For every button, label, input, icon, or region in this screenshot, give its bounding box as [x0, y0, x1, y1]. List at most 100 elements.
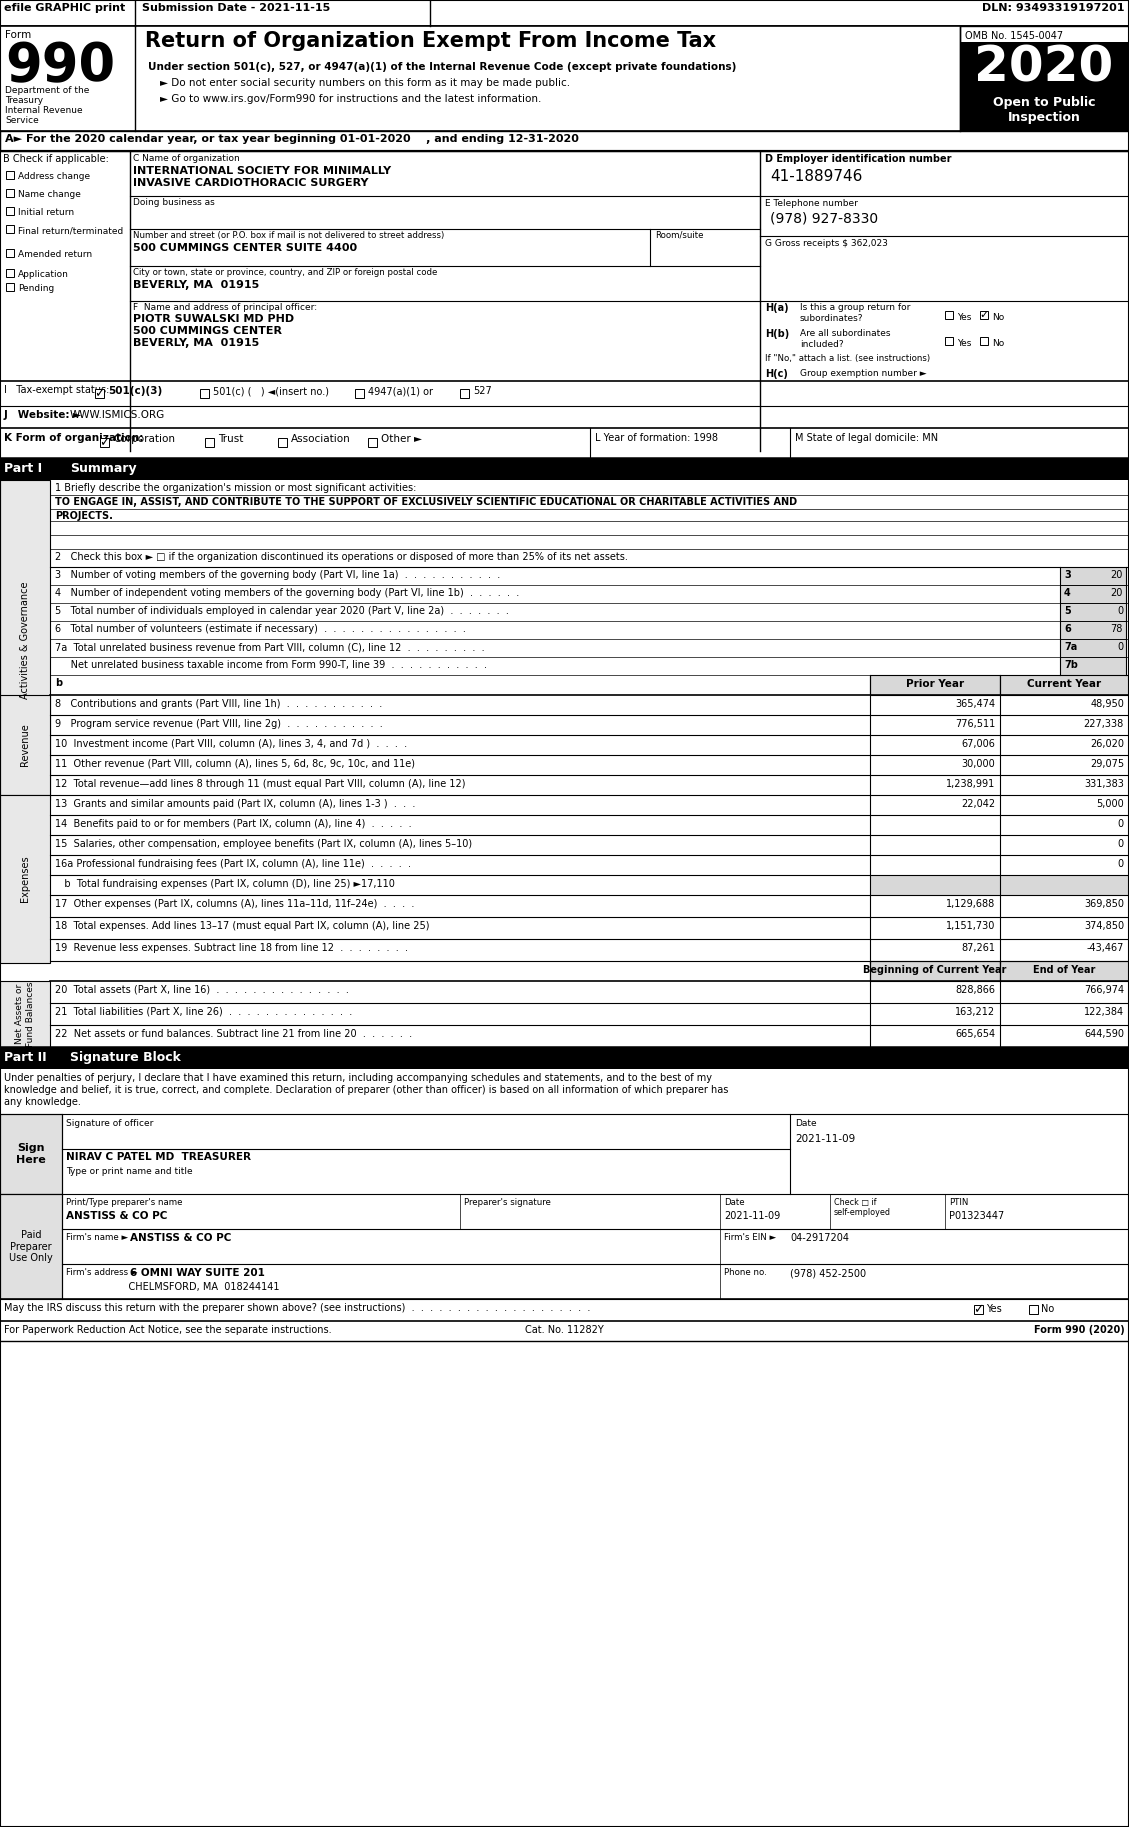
- Bar: [278, 438, 287, 448]
- Text: C Name of organization: C Name of organization: [133, 153, 239, 163]
- Text: Yes: Yes: [986, 1304, 1001, 1314]
- Text: 29,075: 29,075: [1089, 758, 1124, 769]
- Text: 13  Grants and similar amounts paid (Part IX, column (A), lines 1-3 )  .  .  .: 13 Grants and similar amounts paid (Part…: [55, 798, 415, 809]
- Text: 30,000: 30,000: [961, 758, 995, 769]
- Text: Pending: Pending: [18, 283, 54, 292]
- Text: 4: 4: [1064, 588, 1070, 597]
- Text: Corporation: Corporation: [113, 435, 175, 444]
- Text: Department of the: Department of the: [5, 86, 89, 95]
- Text: H(a): H(a): [765, 303, 789, 312]
- Bar: [0, 481, 50, 800]
- Bar: [100, 438, 110, 448]
- Text: End of Year: End of Year: [1033, 965, 1095, 976]
- Text: included?: included?: [800, 340, 843, 349]
- Text: 5,000: 5,000: [1096, 798, 1124, 809]
- Text: 665,654: 665,654: [955, 1029, 995, 1040]
- Text: Sign
Here: Sign Here: [16, 1144, 46, 1166]
- Text: 16a Professional fundraising fees (Part IX, column (A), line 11e)  .  .  .  .  .: 16a Professional fundraising fees (Part …: [55, 859, 411, 870]
- Bar: [1060, 603, 1126, 621]
- Text: INTERNATIONAL SOCIETY FOR MINIMALLY: INTERNATIONAL SOCIETY FOR MINIMALLY: [133, 166, 391, 175]
- Text: 3   Number of voting members of the governing body (Part VI, line 1a)  .  .  .  : 3 Number of voting members of the govern…: [55, 570, 500, 579]
- Text: 0: 0: [1118, 839, 1124, 850]
- Text: 0: 0: [1117, 607, 1123, 616]
- Bar: [1060, 585, 1126, 603]
- Text: Under section 501(c), 527, or 4947(a)(1) of the Internal Revenue Code (except pr: Under section 501(c), 527, or 4947(a)(1)…: [148, 62, 736, 71]
- Text: 11  Other revenue (Part VIII, column (A), lines 5, 6d, 8c, 9c, 10c, and 11e): 11 Other revenue (Part VIII, column (A),…: [55, 758, 415, 769]
- Bar: [1060, 621, 1126, 639]
- Text: 501(c)(3): 501(c)(3): [108, 385, 163, 396]
- Text: No: No: [1041, 1304, 1054, 1314]
- Text: 7a: 7a: [1064, 641, 1077, 652]
- Text: Firm's name ►: Firm's name ►: [65, 1233, 128, 1242]
- Bar: [0, 459, 1129, 481]
- Text: A► For the 2020 calendar year, or tax year beginning 01-01-2020    , and ending : A► For the 2020 calendar year, or tax ye…: [5, 133, 579, 144]
- Text: City or town, state or province, country, and ZIP or foreign postal code: City or town, state or province, country…: [133, 269, 437, 278]
- Text: Part I: Part I: [5, 462, 42, 475]
- Text: D Employer identification number: D Employer identification number: [765, 153, 952, 164]
- Bar: [368, 438, 377, 448]
- Text: (978) 452-2500: (978) 452-2500: [790, 1268, 866, 1279]
- Text: ► Go to www.irs.gov/Form990 for instructions and the latest information.: ► Go to www.irs.gov/Form990 for instruct…: [160, 93, 542, 104]
- Text: Initial return: Initial return: [18, 208, 75, 217]
- Text: 15  Salaries, other compensation, employee benefits (Part IX, column (A), lines : 15 Salaries, other compensation, employe…: [55, 839, 472, 850]
- Text: PTIN: PTIN: [949, 1199, 969, 1208]
- Text: 19  Revenue less expenses. Subtract line 18 from line 12  .  .  .  .  .  .  .  .: 19 Revenue less expenses. Subtract line …: [55, 943, 408, 954]
- Bar: [6, 248, 14, 258]
- Text: F  Name and address of principal officer:: F Name and address of principal officer:: [133, 303, 317, 312]
- Bar: [0, 694, 50, 795]
- Bar: [355, 389, 364, 398]
- Bar: [0, 981, 50, 1047]
- Text: ✓: ✓: [979, 311, 989, 320]
- Text: 365,474: 365,474: [955, 700, 995, 709]
- Text: Treasury: Treasury: [5, 97, 43, 104]
- Text: Room/suite: Room/suite: [655, 230, 703, 239]
- Text: Service: Service: [5, 115, 38, 124]
- Text: Other ►: Other ►: [380, 435, 422, 444]
- Text: Form 990 (2020): Form 990 (2020): [1034, 1325, 1124, 1336]
- Bar: [6, 269, 14, 278]
- Text: 1,129,688: 1,129,688: [946, 899, 995, 910]
- Text: 87,261: 87,261: [961, 943, 995, 954]
- Text: Internal Revenue: Internal Revenue: [5, 106, 82, 115]
- Text: B Check if applicable:: B Check if applicable:: [3, 153, 108, 164]
- Bar: [0, 1195, 62, 1299]
- Text: NIRAV C PATEL MD  TREASURER: NIRAV C PATEL MD TREASURER: [65, 1153, 251, 1162]
- Text: -43,467: -43,467: [1086, 943, 1124, 954]
- Text: Paid
Preparer
Use Only: Paid Preparer Use Only: [9, 1230, 53, 1262]
- Text: OMB No. 1545-0047: OMB No. 1545-0047: [965, 31, 1064, 40]
- Text: 0: 0: [1118, 818, 1124, 829]
- Text: ANSTISS & CO PC: ANSTISS & CO PC: [130, 1233, 231, 1242]
- Text: 7b: 7b: [1064, 660, 1078, 671]
- Text: 21  Total liabilities (Part X, line 26)  .  .  .  .  .  .  .  .  .  .  .  .  .  : 21 Total liabilities (Part X, line 26) .…: [55, 1007, 352, 1018]
- Text: 20  Total assets (Part X, line 16)  .  .  .  .  .  .  .  .  .  .  .  .  .  .  .: 20 Total assets (Part X, line 16) . . . …: [55, 985, 349, 996]
- Text: Doing business as: Doing business as: [133, 197, 215, 206]
- Text: Trust: Trust: [218, 435, 244, 444]
- Text: Firm's EIN ►: Firm's EIN ►: [724, 1233, 776, 1242]
- Bar: [6, 206, 14, 216]
- Text: PROJECTS.: PROJECTS.: [55, 512, 113, 521]
- Text: 18  Total expenses. Add lines 13–17 (must equal Part IX, column (A), line 25): 18 Total expenses. Add lines 13–17 (must…: [55, 921, 429, 932]
- Text: Type or print name and title: Type or print name and title: [65, 1167, 193, 1177]
- Bar: [960, 26, 1129, 132]
- Text: WWW.ISMICS.ORG: WWW.ISMICS.ORG: [70, 409, 165, 420]
- Text: Date: Date: [724, 1199, 745, 1208]
- Text: 2021-11-09: 2021-11-09: [795, 1135, 856, 1144]
- Text: 9   Program service revenue (Part VIII, line 2g)  .  .  .  .  .  .  .  .  .  .  : 9 Program service revenue (Part VIII, li…: [55, 720, 383, 729]
- Bar: [870, 875, 1129, 895]
- Text: 776,511: 776,511: [955, 720, 995, 729]
- Text: BEVERLY, MA  01915: BEVERLY, MA 01915: [133, 338, 260, 347]
- Bar: [0, 1047, 1129, 1069]
- Text: Yes: Yes: [957, 340, 971, 347]
- Text: Date: Date: [795, 1118, 816, 1127]
- Text: Is this a group return for: Is this a group return for: [800, 303, 910, 312]
- Text: Number and street (or P.O. box if mail is not delivered to street address): Number and street (or P.O. box if mail i…: [133, 230, 444, 239]
- Text: 3: 3: [1064, 570, 1070, 579]
- Text: 527: 527: [473, 385, 492, 396]
- Text: 374,850: 374,850: [1084, 921, 1124, 932]
- Text: Summary: Summary: [70, 462, 137, 475]
- Text: 2021-11-09: 2021-11-09: [724, 1211, 780, 1220]
- Text: 12  Total revenue—add lines 8 through 11 (must equal Part VIII, column (A), line: 12 Total revenue—add lines 8 through 11 …: [55, 778, 465, 789]
- Bar: [870, 961, 1000, 981]
- Text: For Paperwork Reduction Act Notice, see the separate instructions.: For Paperwork Reduction Act Notice, see …: [5, 1325, 332, 1336]
- Text: Firm's address ►: Firm's address ►: [65, 1268, 138, 1277]
